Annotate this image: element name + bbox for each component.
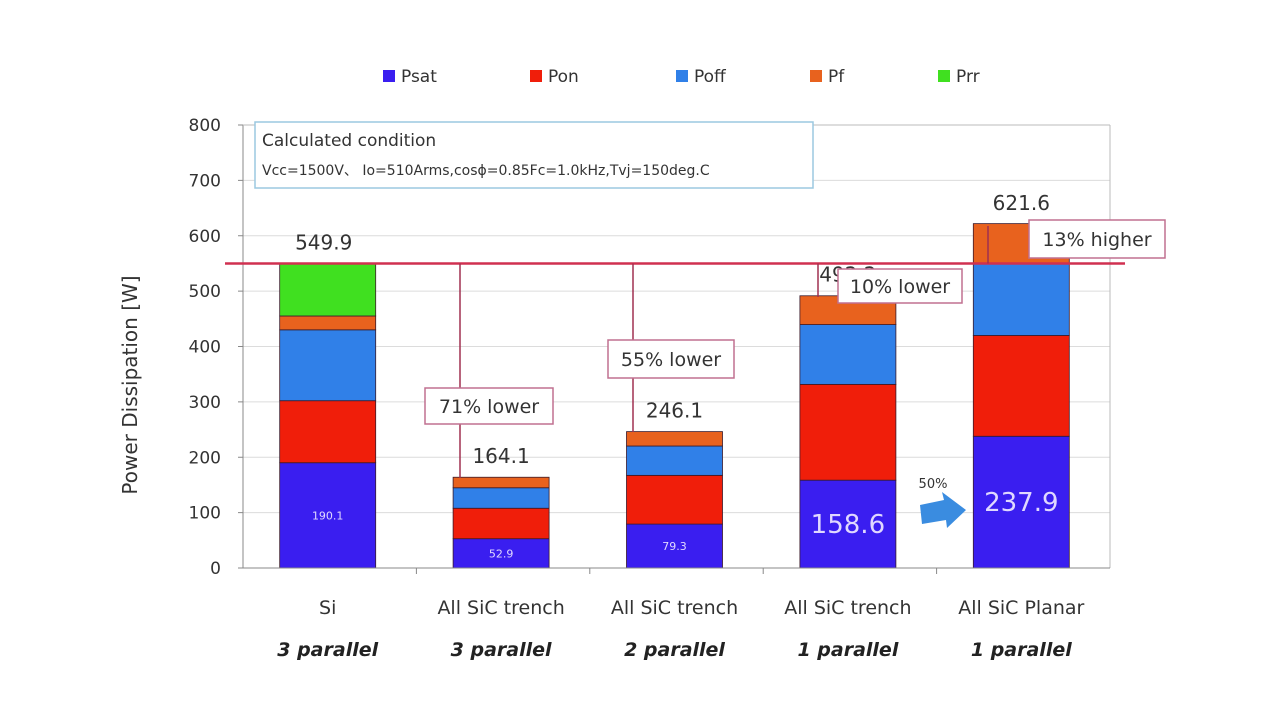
bar-segment-psat <box>799 479 897 569</box>
psat-value-label: 79.3 <box>662 540 687 553</box>
legend-label-pon: Pon <box>548 67 579 87</box>
annotation-box <box>607 339 735 379</box>
bar-segment-poff <box>799 324 897 385</box>
legend-label-pf: Pf <box>828 67 845 87</box>
bar-segment-poff <box>279 329 377 402</box>
bar-segment-pf <box>452 476 550 489</box>
y-tick-label: 0 <box>210 559 221 579</box>
bar-segment-pon <box>799 383 897 481</box>
bar-segment-pon <box>279 400 377 464</box>
bar-segment-prr <box>279 262 377 317</box>
labels: 549.9 190.1 Si 3 parallel 164.1 52.9 All SiC t… <box>277 191 1084 661</box>
psat-value-label: 52.9 <box>489 547 514 560</box>
bar-segment-psat <box>452 538 550 569</box>
psat-value-label: 237.9 <box>984 488 1058 518</box>
bar-segment-pf <box>279 315 377 331</box>
legend-label-psat: Psat <box>401 67 437 87</box>
psat-value-label: 158.6 <box>811 510 885 540</box>
annotation-box <box>837 268 963 304</box>
bar-segment-poff <box>972 263 1070 336</box>
annotation-text: 71% lower <box>439 396 539 418</box>
legend-swatch-poff <box>676 70 688 82</box>
bar-segment-pon <box>972 335 1070 437</box>
subcategory-label: 3 parallel <box>277 639 378 661</box>
legend-swatch-pf <box>810 70 822 82</box>
y-tick-label: 700 <box>189 171 221 191</box>
total-label: 164.1 <box>472 444 529 468</box>
y-tick-label: 600 <box>189 227 221 247</box>
annotation-box <box>1028 219 1166 259</box>
annotation-text: 13% higher <box>1042 229 1151 251</box>
subcategory-label: 1 parallel <box>971 639 1072 661</box>
y-tick-label: 100 <box>189 504 221 524</box>
category-label: All SiC trench <box>784 597 911 619</box>
bar-segment-psat <box>972 435 1070 569</box>
legend-swatch-pon <box>530 70 542 82</box>
bars <box>279 223 1070 569</box>
legend-swatch-prr <box>938 70 950 82</box>
bar-segment-pon <box>452 507 550 540</box>
category-label: Si <box>319 597 336 619</box>
condition-text: Vcc=1500V、 Io=510Arms,cosϕ=0.85Fc=1.0kHz… <box>262 163 710 179</box>
arrow-label: 50% <box>919 477 948 492</box>
condition-box: Calculated condition Vcc=1500V、 Io=510Ar… <box>254 121 814 189</box>
category-label: All SiC Planar <box>958 597 1084 619</box>
legend-swatch-psat <box>383 70 395 82</box>
bar-segment-pon <box>626 474 723 525</box>
subcategory-label: 1 parallel <box>797 639 898 661</box>
total-label: 549.9 <box>295 230 352 254</box>
y-tick-label: 300 <box>189 393 221 413</box>
annotation-text: 55% lower <box>621 349 721 371</box>
bar-segment-poff <box>452 487 550 509</box>
bar-segment-poff <box>626 445 723 476</box>
annotation-text: 10% lower <box>850 276 950 298</box>
subcategory-label: 2 parallel <box>624 639 725 661</box>
category-label: All SiC trench <box>437 597 564 619</box>
bar-segment-psat <box>279 462 377 569</box>
legend: Psat Pon Poff Pf Prr <box>383 67 980 87</box>
y-tick-label: 200 <box>189 448 221 468</box>
annotations: 71% lower 55% lower 10% lower 13% higher 50% <box>225 219 1166 528</box>
y-axis-label: Power Dissipation [W] <box>118 275 142 494</box>
category-label: All SiC trench <box>611 597 738 619</box>
y-tick-label: 400 <box>189 338 221 358</box>
total-label: 246.1 <box>646 399 703 423</box>
legend-label-prr: Prr <box>956 67 980 87</box>
annotation-box <box>424 387 554 425</box>
psat-value-label: 190.1 <box>312 509 344 522</box>
condition-title: Calculated condition <box>262 131 436 151</box>
right-arrow-icon <box>920 492 966 528</box>
total-label: 621.6 <box>993 191 1050 215</box>
bar-segment-pf <box>626 431 723 447</box>
legend-label-poff: Poff <box>694 67 727 87</box>
y-tick-label: 800 <box>189 116 221 136</box>
subcategory-label: 3 parallel <box>451 639 552 661</box>
y-tick-label: 500 <box>189 282 221 302</box>
